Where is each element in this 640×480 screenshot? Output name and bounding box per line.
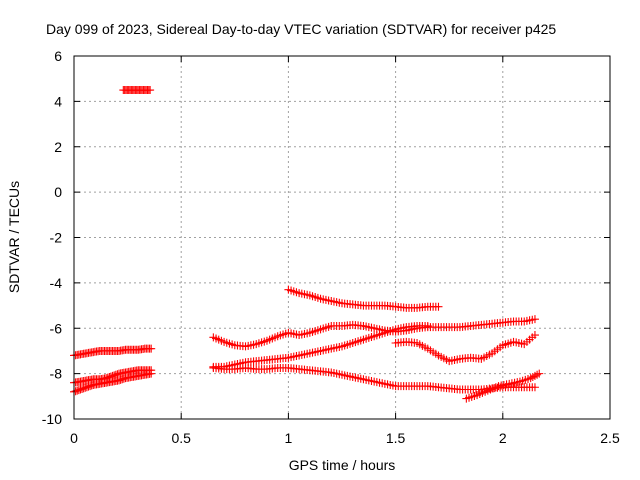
data-points xyxy=(70,86,544,403)
data-point xyxy=(530,331,539,340)
x-tick-label: 2 xyxy=(499,430,507,446)
data-point xyxy=(530,315,539,324)
x-tick-label: 0.5 xyxy=(171,430,191,446)
data-point xyxy=(423,321,432,330)
x-tick-label: 2.5 xyxy=(600,430,620,446)
y-tick-label: 0 xyxy=(54,184,62,200)
x-tick-label: 1.5 xyxy=(386,430,406,446)
x-tick-labels: 0 0.5 1 1.5 2 2.5 xyxy=(70,430,620,446)
y-tick-label: -6 xyxy=(50,320,63,336)
data-point xyxy=(434,302,443,311)
data-point xyxy=(535,369,544,378)
series-arc-c3 xyxy=(462,369,544,403)
series-arc-top xyxy=(119,86,155,95)
data-point xyxy=(147,344,156,353)
x-axis-label: GPS time / hours xyxy=(289,457,396,473)
series-arc-a1 xyxy=(70,344,156,360)
series-arc-c1 xyxy=(284,285,443,312)
chart-title: Day 099 of 2023, Sidereal Day-to-day VTE… xyxy=(46,21,556,37)
data-point xyxy=(530,383,539,392)
x-tick-label: 0 xyxy=(70,430,78,446)
y-tick-labels: -10 -8 -6 -4 -2 0 2 4 6 xyxy=(42,48,62,427)
y-tick-label: -2 xyxy=(50,230,63,246)
y-tick-label: 4 xyxy=(54,93,62,109)
y-tick-label: -10 xyxy=(42,411,62,427)
y-tick-label: 2 xyxy=(54,139,62,155)
data-point xyxy=(146,86,155,95)
x-tick-label: 1 xyxy=(285,430,293,446)
y-axis-label: SDTVAR / TECUs xyxy=(6,181,22,293)
grid xyxy=(74,56,610,419)
data-point xyxy=(147,369,156,378)
series-arc-a2 xyxy=(70,366,156,387)
series-arc-b2 xyxy=(209,321,432,371)
y-tick-label: -4 xyxy=(50,275,63,291)
series-arc-b1 xyxy=(209,315,539,351)
series-arc-c2 xyxy=(391,331,539,366)
plot-frame xyxy=(73,55,611,420)
y-tick-label: -8 xyxy=(50,366,63,382)
y-tick-label: 6 xyxy=(54,48,62,64)
series-arc-a3 xyxy=(70,369,156,396)
